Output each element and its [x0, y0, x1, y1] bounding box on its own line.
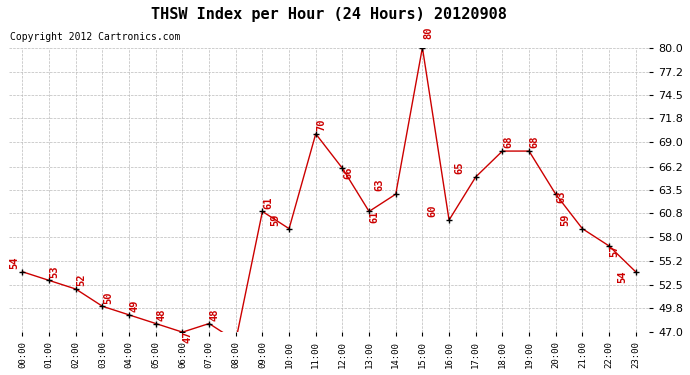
Text: 61: 61: [263, 196, 273, 208]
Text: 50: 50: [103, 291, 113, 303]
Text: 66: 66: [343, 167, 353, 179]
Text: 53: 53: [50, 265, 60, 278]
Text: 68: 68: [530, 136, 540, 148]
Text: 60: 60: [427, 205, 437, 217]
Text: 54: 54: [617, 270, 627, 283]
Text: 80: 80: [423, 27, 433, 39]
Title: THSW Index per Hour (24 Hours) 20120908: THSW Index per Hour (24 Hours) 20120908: [151, 7, 507, 22]
Text: 49: 49: [130, 300, 139, 312]
Text: 63: 63: [556, 190, 566, 202]
Text: 48: 48: [157, 308, 166, 321]
Text: 59: 59: [270, 213, 280, 226]
Text: 54: 54: [9, 256, 19, 269]
Text: 61: 61: [370, 210, 380, 222]
Text: 46: 46: [0, 374, 1, 375]
Text: 59: 59: [561, 213, 571, 226]
Text: 70: 70: [316, 118, 326, 131]
Text: 52: 52: [77, 274, 86, 286]
Text: 68: 68: [503, 136, 513, 148]
Text: Copyright 2012 Cartronics.com: Copyright 2012 Cartronics.com: [10, 32, 180, 42]
Text: 47: 47: [183, 331, 193, 343]
Text: 65: 65: [454, 162, 464, 174]
Text: 57: 57: [609, 244, 620, 257]
Text: 63: 63: [374, 179, 384, 191]
Text: 48: 48: [210, 308, 219, 321]
